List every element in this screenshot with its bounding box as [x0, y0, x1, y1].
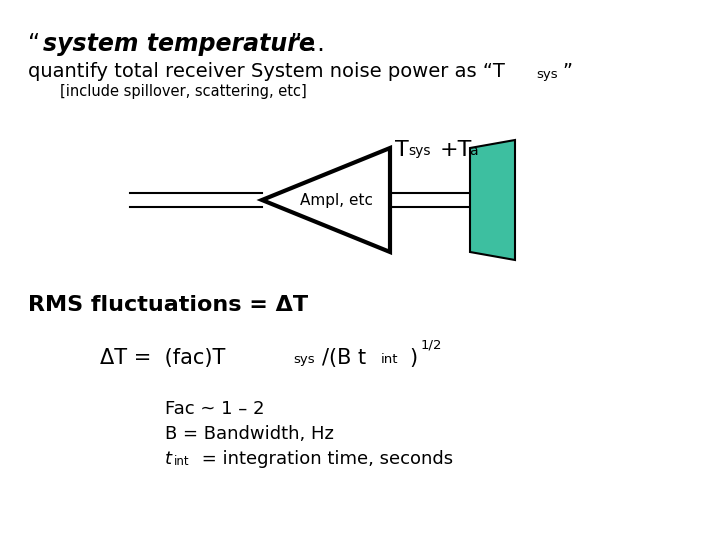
Text: int: int: [174, 455, 189, 468]
Text: T: T: [395, 140, 409, 160]
Text: RMS fluctuations = ΔT: RMS fluctuations = ΔT: [28, 295, 308, 315]
Text: t: t: [165, 450, 172, 468]
Text: = integration time, seconds: = integration time, seconds: [196, 450, 453, 468]
Polygon shape: [470, 140, 515, 260]
Text: +T: +T: [440, 140, 472, 160]
Text: ): ): [409, 348, 417, 368]
Text: ”: ”: [562, 62, 572, 81]
Text: a: a: [469, 144, 477, 158]
Text: int: int: [381, 353, 398, 366]
Text: B = Bandwidth, Hz: B = Bandwidth, Hz: [165, 425, 334, 443]
Text: [include spillover, scattering, etc]: [include spillover, scattering, etc]: [60, 84, 307, 99]
Text: sys: sys: [536, 68, 557, 81]
Text: “: “: [28, 32, 40, 56]
Text: sys: sys: [293, 353, 315, 366]
Text: ΔT =  (fac)T: ΔT = (fac)T: [100, 348, 225, 368]
Text: 1/2: 1/2: [421, 339, 443, 352]
Text: /(B t: /(B t: [322, 348, 366, 368]
Text: system temperature: system temperature: [43, 32, 315, 56]
Text: sys: sys: [408, 144, 431, 158]
Text: quantify total receiver System noise power as “T: quantify total receiver System noise pow…: [28, 62, 505, 81]
Text: Ampl, etc: Ampl, etc: [300, 192, 372, 207]
Text: Fac ~ 1 – 2: Fac ~ 1 – 2: [165, 400, 264, 418]
Text: ”…: ”…: [290, 32, 326, 56]
